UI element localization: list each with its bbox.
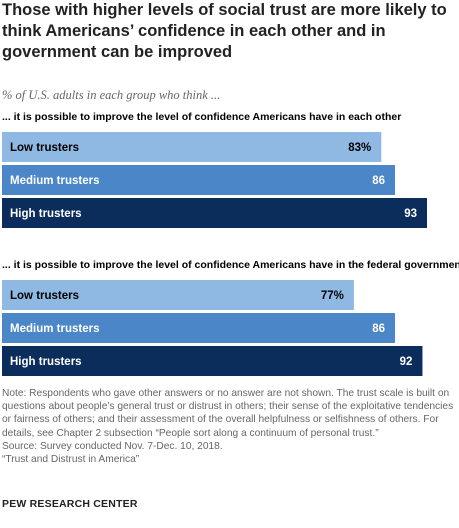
bar-high-trusters xyxy=(2,346,423,376)
note-text: Note: Respondents who gave other answers… xyxy=(2,388,454,439)
bar-value-label: 93 xyxy=(404,208,417,220)
bar-medium-trusters xyxy=(2,165,396,195)
panel-confidence-in-each-other: ... it is possible to improve the level … xyxy=(2,111,428,228)
source-text: Source: Survey conducted Nov. 7-Dec. 10,… xyxy=(2,440,223,452)
pew-logo-text: PEW RESEARCH CENTER xyxy=(2,498,138,510)
bar-value-label: 86 xyxy=(372,175,385,187)
bar-category-label: High trusters xyxy=(10,356,82,368)
bar-value-label: 86 xyxy=(372,323,385,335)
bar-chart: ... it is possible to improve the level … xyxy=(2,111,459,376)
bar-category-label: Low trusters xyxy=(10,142,79,154)
bar-medium-trusters xyxy=(2,313,396,343)
panel-title: ... it is possible to improve the level … xyxy=(2,111,401,123)
panel-title: ... it is possible to improve the level … xyxy=(2,259,459,271)
panel-confidence-in-government: ... it is possible to improve the level … xyxy=(2,259,459,376)
bar-low-trusters xyxy=(2,280,354,310)
bar-low-trusters xyxy=(2,132,382,162)
report-title: “Trust and Distrust in America” xyxy=(2,454,140,466)
bar-value-label: 77% xyxy=(321,290,344,302)
bar-value-label: 83% xyxy=(348,142,371,154)
bar-high-trusters xyxy=(2,198,428,228)
chart-subtitle: % of U.S. adults in each group who think… xyxy=(2,88,221,102)
bar-category-label: Medium trusters xyxy=(10,175,99,187)
chart-title: Those with higher levels of social trust… xyxy=(2,1,447,61)
bar-value-label: 92 xyxy=(400,356,413,368)
bar-category-label: Low trusters xyxy=(10,290,79,302)
bar-category-label: Medium trusters xyxy=(10,323,99,335)
chart-note: Note: Respondents who gave other answers… xyxy=(2,387,457,466)
bar-category-label: High trusters xyxy=(10,208,82,220)
